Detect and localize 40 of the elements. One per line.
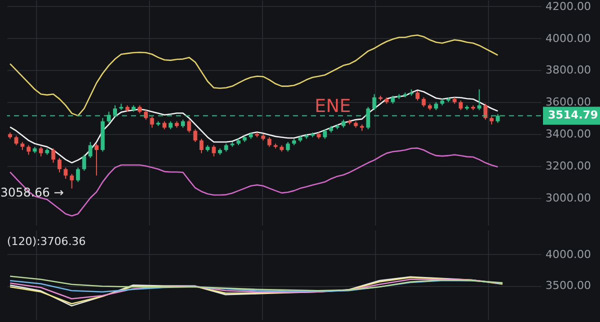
candlestick (187, 119, 192, 133)
candlestick (267, 136, 272, 148)
ref-line-label: 3514.79 (548, 108, 598, 122)
annotation: (120):3706.36 (7, 235, 86, 248)
candlestick (26, 144, 31, 156)
y-tick-label: 3000.00 (546, 191, 591, 204)
candlestick (58, 157, 62, 173)
candlestick (458, 100, 463, 111)
candlestick (193, 128, 198, 143)
y-tick-label: 4000.00 (546, 32, 591, 45)
candlestick (76, 167, 80, 182)
candlestick (64, 167, 68, 180)
candlestick (322, 128, 327, 140)
candlestick (51, 148, 56, 164)
candlestick (94, 143, 98, 176)
candlestick (88, 142, 92, 158)
candlestick (286, 142, 290, 152)
candlestick (14, 135, 18, 146)
line-series (9, 90, 498, 164)
candlestick (70, 173, 74, 190)
y-tick-label: 4000.00 (546, 248, 591, 261)
line-series (9, 34, 498, 116)
line-series (9, 276, 504, 292)
candlestick (199, 138, 204, 154)
y-tick-label: 3500.00 (546, 279, 591, 292)
y-tick-label: 4200.00 (546, 0, 591, 13)
annotation: ENE (314, 96, 351, 117)
candlestick (212, 144, 216, 157)
candlestick (372, 94, 376, 111)
y-tick-label: 3200.00 (546, 159, 591, 172)
candlestick (422, 96, 426, 108)
candlestick (483, 103, 488, 120)
candlestick (38, 146, 43, 157)
candlestick (150, 116, 154, 128)
y-tick-label: 3400.00 (546, 128, 591, 141)
y-tick-label: 3600.00 (546, 96, 591, 109)
candlestick (416, 90, 420, 102)
candlestick (144, 110, 148, 120)
y-tick-label: 3800.00 (546, 64, 591, 77)
candlestick (82, 154, 86, 172)
